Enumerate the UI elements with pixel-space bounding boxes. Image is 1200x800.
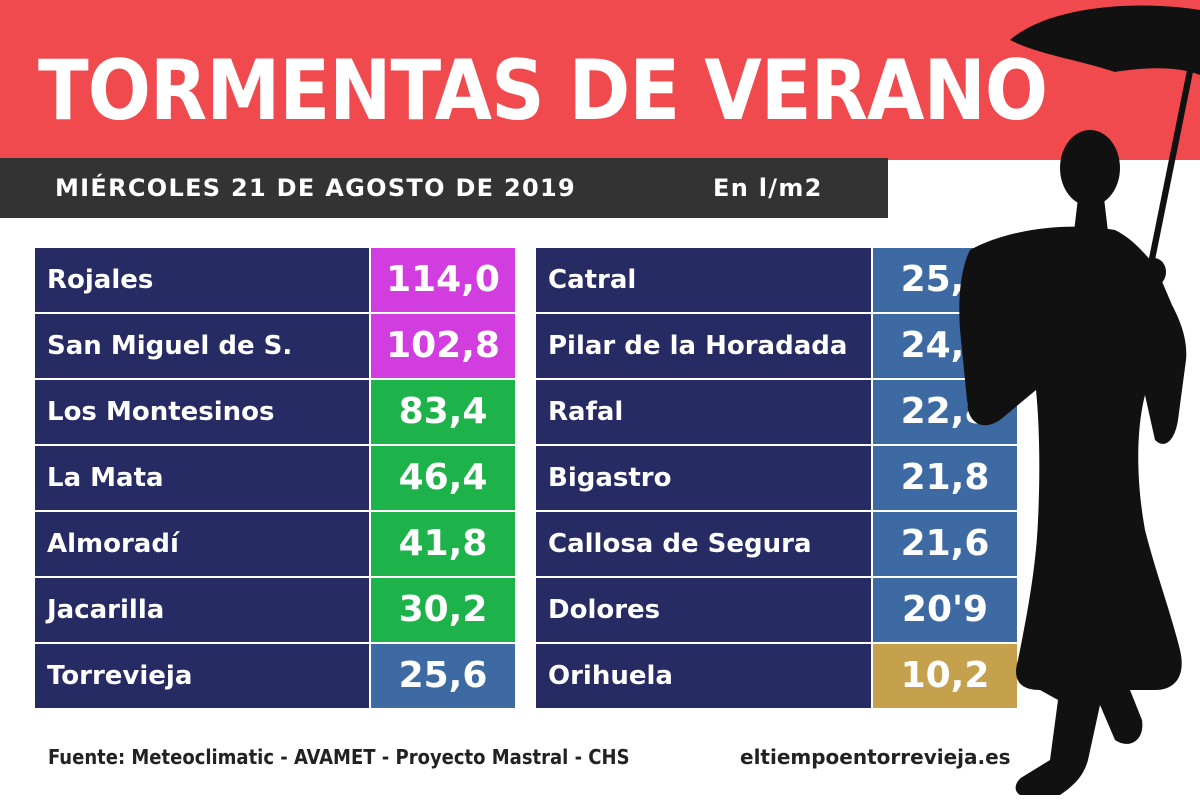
table-row: Callosa de Segura 21,6: [536, 512, 1017, 576]
rainfall-value: 10,2: [873, 644, 1017, 708]
location-name: Bigastro: [536, 446, 871, 510]
rainfall-value: 46,4: [371, 446, 515, 510]
rainfall-value: 25,6: [371, 644, 515, 708]
rainfall-value: 21,8: [873, 446, 1017, 510]
source-credit: Fuente: Meteoclimatic - AVAMET - Proyect…: [48, 745, 630, 769]
rainfall-table-left: Rojales 114,0 San Miguel de S. 102,8 Los…: [35, 248, 515, 708]
website-credit: eltiempoentorrevieja.es: [740, 745, 1011, 769]
location-name: La Mata: [35, 446, 369, 510]
location-name: San Miguel de S.: [35, 314, 369, 378]
location-name: Catral: [536, 248, 871, 312]
table-row: Rafal 22,8: [536, 380, 1017, 444]
table-row: Dolores 20'9: [536, 578, 1017, 642]
table-row: Los Montesinos 83,4: [35, 380, 515, 444]
location-name: Dolores: [536, 578, 871, 642]
location-name: Callosa de Segura: [536, 512, 871, 576]
table-row: Rojales 114,0: [35, 248, 515, 312]
location-name: Almoradí: [35, 512, 369, 576]
location-name: Los Montesinos: [35, 380, 369, 444]
rainfall-value: 41,8: [371, 512, 515, 576]
table-row: La Mata 46,4: [35, 446, 515, 510]
table-row: Torrevieja 25,6: [35, 644, 515, 708]
unit-label: En l/m2: [713, 174, 823, 202]
location-name: Jacarilla: [35, 578, 369, 642]
table-row: Orihuela 10,2: [536, 644, 1017, 708]
date-bar: MIÉRCOLES 21 DE AGOSTO DE 2019 En l/m2: [0, 158, 888, 218]
title-band: [0, 0, 1200, 160]
rainfall-value: 83,4: [371, 380, 515, 444]
table-row: Bigastro 21,8: [536, 446, 1017, 510]
location-name: Rafal: [536, 380, 871, 444]
location-name: Rojales: [35, 248, 369, 312]
rainfall-value: 21,6: [873, 512, 1017, 576]
location-name: Pilar de la Horadada: [536, 314, 871, 378]
table-row: Almoradí 41,8: [35, 512, 515, 576]
rainfall-value: 102,8: [371, 314, 515, 378]
table-row: Jacarilla 30,2: [35, 578, 515, 642]
table-row: San Miguel de S. 102,8: [35, 314, 515, 378]
rainfall-value: 30,2: [371, 578, 515, 642]
rainfall-value: 114,0: [371, 248, 515, 312]
date-label: MIÉRCOLES 21 DE AGOSTO DE 2019: [55, 174, 577, 202]
page-title: TORMENTAS DE VERANO: [38, 42, 1048, 139]
rainfall-value: 20'9: [873, 578, 1017, 642]
location-name: Orihuela: [536, 644, 871, 708]
location-name: Torrevieja: [35, 644, 369, 708]
person-with-umbrella-silhouette-icon: [959, 5, 1200, 795]
